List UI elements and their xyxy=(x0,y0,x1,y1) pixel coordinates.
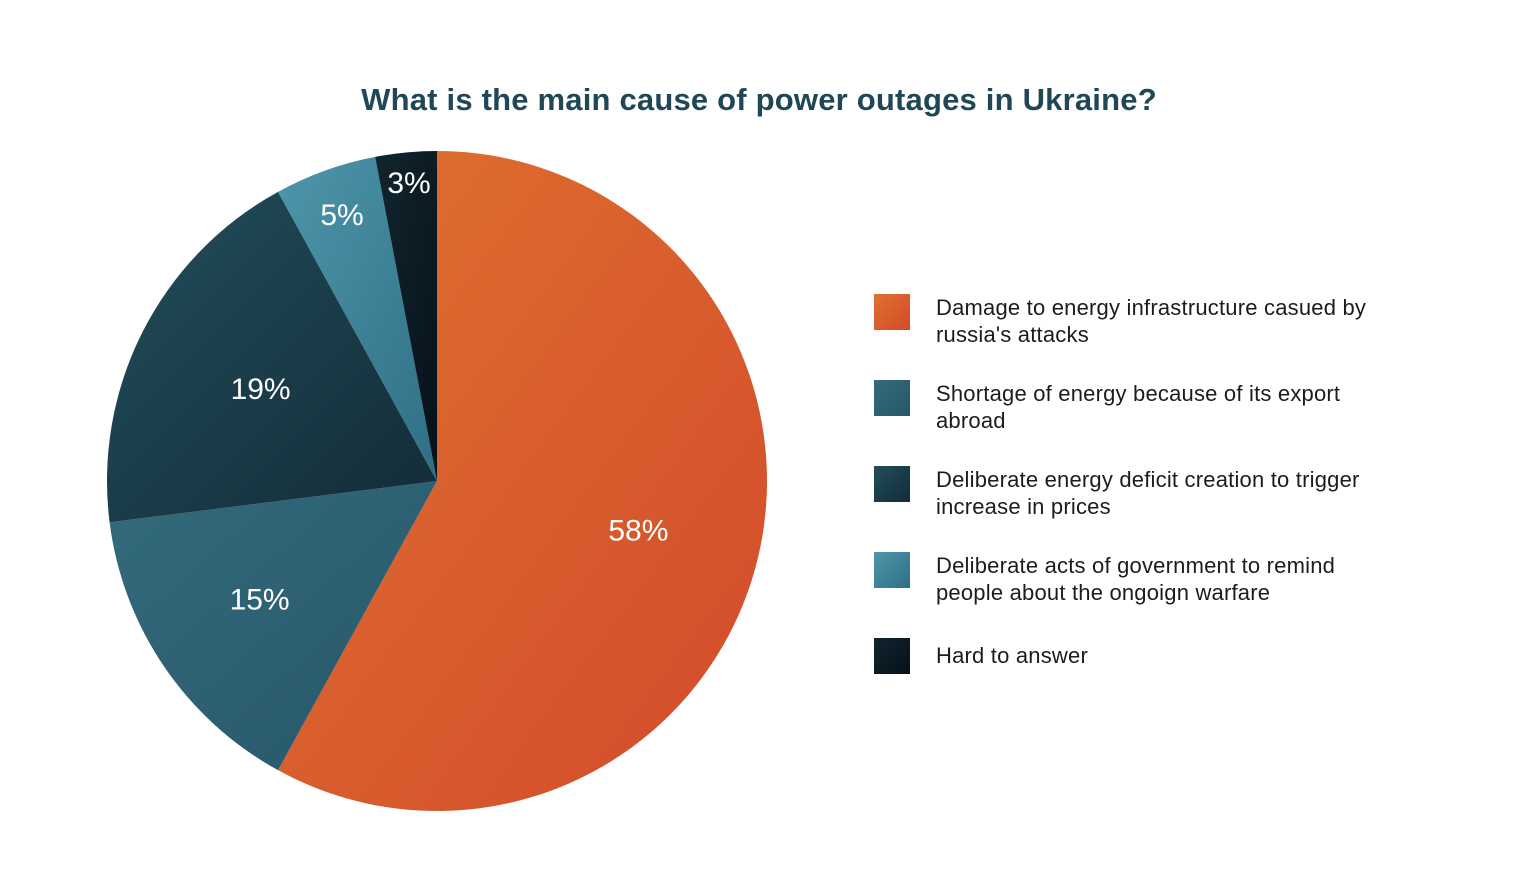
pie-chart: 58% 15% 19% 5% 3% xyxy=(107,151,767,811)
legend-swatch-hard-to-answer xyxy=(874,638,910,674)
pie-slice-58% xyxy=(278,151,767,811)
pie-slice-5% xyxy=(278,156,437,481)
legend-item-shortage: Shortage of energy because of its export… xyxy=(874,380,1414,434)
legend-item-hard-to-answer: Hard to answer xyxy=(874,638,1414,674)
chart-title: What is the main cause of power outages … xyxy=(361,82,1157,117)
pie-value-label-5%: 5% xyxy=(320,199,363,232)
pie-slice-19% xyxy=(107,191,437,523)
legend-label-damage: Damage to energy infrastructure casued b… xyxy=(936,295,1367,347)
pie-value-label-15%: 15% xyxy=(230,584,290,617)
legend-label-government-acts: Deliberate acts of government to remind … xyxy=(936,553,1336,605)
legend-label-deficit: Deliberate energy deficit creation to tr… xyxy=(936,467,1360,519)
legend-item-government-acts: Deliberate acts of government to remind … xyxy=(874,552,1414,606)
legend-label-hard-to-answer: Hard to answer xyxy=(936,643,1088,668)
legend-swatch-deficit xyxy=(874,466,910,502)
pie-value-label-3%: 3% xyxy=(387,167,430,200)
pie-slice-15% xyxy=(109,481,437,771)
legend-swatch-shortage xyxy=(874,380,910,416)
legend: Damage to energy infrastructure casued b… xyxy=(874,294,1414,674)
legend-item-deficit: Deliberate energy deficit creation to tr… xyxy=(874,466,1414,520)
legend-label-shortage: Shortage of energy because of its export… xyxy=(936,381,1341,433)
pie-value-label-58%: 58% xyxy=(608,515,668,548)
legend-item-damage: Damage to energy infrastructure casued b… xyxy=(874,294,1414,348)
pie-slice-3% xyxy=(375,151,437,481)
pie-value-label-19%: 19% xyxy=(231,373,291,406)
legend-swatch-government-acts xyxy=(874,552,910,588)
legend-swatch-damage xyxy=(874,294,910,330)
